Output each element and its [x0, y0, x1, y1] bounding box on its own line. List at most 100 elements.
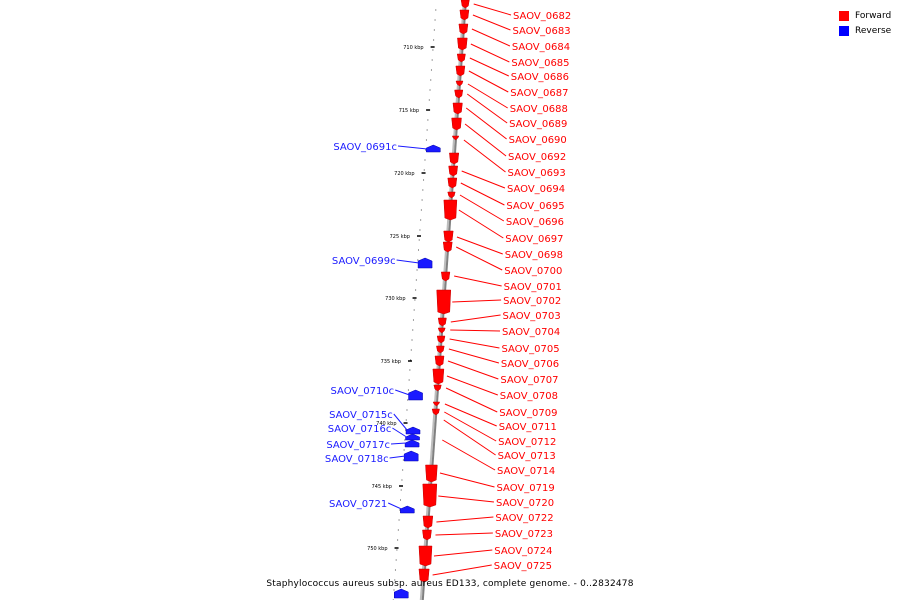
forward-gene-block [437, 327, 446, 334]
forward-gene-label[interactable]: SAOV_0706 [501, 359, 559, 370]
forward-gene-label[interactable]: SAOV_0698 [505, 250, 563, 261]
forward-gene-label[interactable]: SAOV_0682 [513, 11, 571, 22]
forward-gene-label[interactable]: SAOV_0701 [504, 282, 562, 293]
forward-features [418, 0, 470, 583]
forward-leader-line [438, 495, 495, 503]
forward-gene-label[interactable]: SAOV_0722 [495, 513, 553, 524]
forward-gene-label[interactable]: SAOV_0697 [505, 234, 563, 245]
forward-gene-block [441, 271, 451, 282]
forward-gene-label[interactable]: SAOV_0704 [502, 327, 560, 338]
reverse-gene-label[interactable]: SAOV_0715c [329, 410, 393, 421]
forward-leader-line [466, 93, 508, 124]
forward-leader-line [444, 411, 497, 442]
forward-gene-block [434, 355, 445, 367]
forward-leader-line [448, 348, 500, 364]
reverse-gene-label[interactable]: SAOV_0721 [329, 499, 387, 510]
forward-gene-label[interactable]: SAOV_0686 [511, 72, 569, 83]
forward-gene-block [436, 345, 445, 354]
reverse-leader-line [397, 145, 428, 150]
forward-gene-block [449, 152, 460, 165]
forward-gene-label[interactable]: SAOV_0714 [497, 466, 555, 477]
reverse-gene-label[interactable]: SAOV_0691c [333, 142, 397, 153]
forward-gene-label[interactable]: SAOV_0683 [512, 26, 570, 37]
forward-gene-label[interactable]: SAOV_0708 [500, 391, 558, 402]
scale-label: 710 kbp [403, 45, 423, 51]
forward-leader-line [439, 472, 495, 488]
forward-leader-line [470, 43, 510, 63]
forward-gene-label[interactable]: SAOV_0688 [510, 104, 568, 115]
forward-swatch [839, 11, 849, 21]
forward-gene-label[interactable]: SAOV_0713 [498, 451, 556, 462]
forward-gene-block [459, 9, 470, 21]
forward-gene-block [422, 515, 434, 529]
forward-gene-block [432, 368, 445, 385]
forward-gene-block [418, 545, 433, 567]
forward-gene-block [422, 529, 432, 541]
forward-gene-label[interactable]: SAOV_0707 [500, 375, 558, 386]
genome-caption: Staphylococcus aureus subsp. aureus ED13… [266, 579, 634, 589]
reverse-swatch [839, 26, 849, 36]
scale-label: 750 kbp [367, 546, 387, 552]
forward-gene-block [437, 317, 447, 327]
forward-gene-label[interactable]: SAOV_0694 [507, 184, 565, 195]
forward-leader-line [468, 70, 509, 93]
forward-leader-line [465, 107, 507, 140]
forward-gene-block [422, 483, 438, 508]
forward-gene-block [433, 384, 442, 392]
legend-reverse-label: Reverse [855, 26, 892, 36]
reverse-leader-line [387, 502, 402, 510]
reverse-gene-block [394, 588, 409, 599]
forward-gene-label[interactable]: SAOV_0696 [506, 217, 564, 228]
forward-leader-line [436, 516, 494, 523]
reverse-gene-block [400, 505, 415, 514]
forward-gene-label[interactable]: SAOV_0720 [496, 498, 554, 509]
reverse-gene-label[interactable]: SAOV_0699c [332, 256, 396, 267]
forward-gene-label[interactable]: SAOV_0705 [501, 344, 559, 355]
forward-leader-line [459, 194, 505, 222]
forward-gene-label[interactable]: SAOV_0695 [506, 201, 564, 212]
reverse-leader-line [396, 259, 420, 264]
forward-leader-line [471, 28, 511, 47]
forward-gene-label[interactable]: SAOV_0693 [508, 168, 566, 179]
forward-gene-label[interactable]: SAOV_0685 [511, 58, 569, 69]
forward-gene-block [451, 135, 460, 141]
scale-label: 725 kbp [390, 234, 410, 240]
forward-gene-label[interactable]: SAOV_0725 [494, 561, 552, 572]
reverse-gene-label[interactable]: SAOV_0716c [328, 424, 392, 435]
forward-gene-block [456, 53, 466, 63]
reverse-gene-label[interactable]: SAOV_0717c [326, 440, 390, 451]
forward-gene-label[interactable]: SAOV_0724 [494, 546, 552, 557]
forward-leader-line [449, 338, 500, 349]
forward-gene-block [458, 23, 469, 35]
forward-gene-block [448, 165, 458, 177]
forward-leader-line [473, 3, 512, 16]
reverse-leader-line [395, 389, 410, 396]
reverse-gene-block [426, 144, 441, 153]
forward-gene-block [451, 117, 462, 131]
forward-gene-label[interactable]: SAOV_0723 [495, 529, 553, 540]
forward-gene-label[interactable]: SAOV_0712 [498, 437, 556, 448]
forward-gene-label[interactable]: SAOV_0692 [508, 152, 566, 163]
forward-leader-line [435, 532, 493, 536]
forward-gene-block [457, 37, 468, 51]
forward-gene-label[interactable]: SAOV_0689 [509, 119, 567, 130]
forward-gene-label[interactable]: SAOV_0702 [503, 296, 561, 307]
forward-gene-label[interactable]: SAOV_0684 [512, 42, 570, 53]
forward-gene-label[interactable]: SAOV_0719 [497, 483, 555, 494]
forward-gene-label[interactable]: SAOV_0711 [499, 422, 557, 433]
forward-leader-line [447, 360, 499, 380]
reverse-gene-label[interactable]: SAOV_0718c [325, 454, 389, 465]
reverse-gene-label[interactable]: SAOV_0710c [331, 386, 395, 397]
forward-leader-line [443, 419, 496, 456]
forward-gene-label[interactable]: SAOV_0690 [509, 135, 567, 146]
reverse-gene-block [408, 389, 423, 401]
forward-gene-label[interactable]: SAOV_0700 [504, 266, 562, 277]
scale-label: 745 kbp [372, 484, 392, 490]
forward-gene-label[interactable]: SAOV_0703 [503, 311, 561, 322]
forward-leader-line [442, 439, 496, 471]
scale-ticks: 710 kbp 715 kbp 720 kbp 725 kbp 730 kbp 735 k… [367, 9, 437, 600]
forward-gene-label[interactable]: SAOV_0709 [499, 408, 557, 419]
forward-gene-label[interactable]: SAOV_0687 [510, 88, 568, 99]
forward-gene-block [443, 230, 454, 243]
